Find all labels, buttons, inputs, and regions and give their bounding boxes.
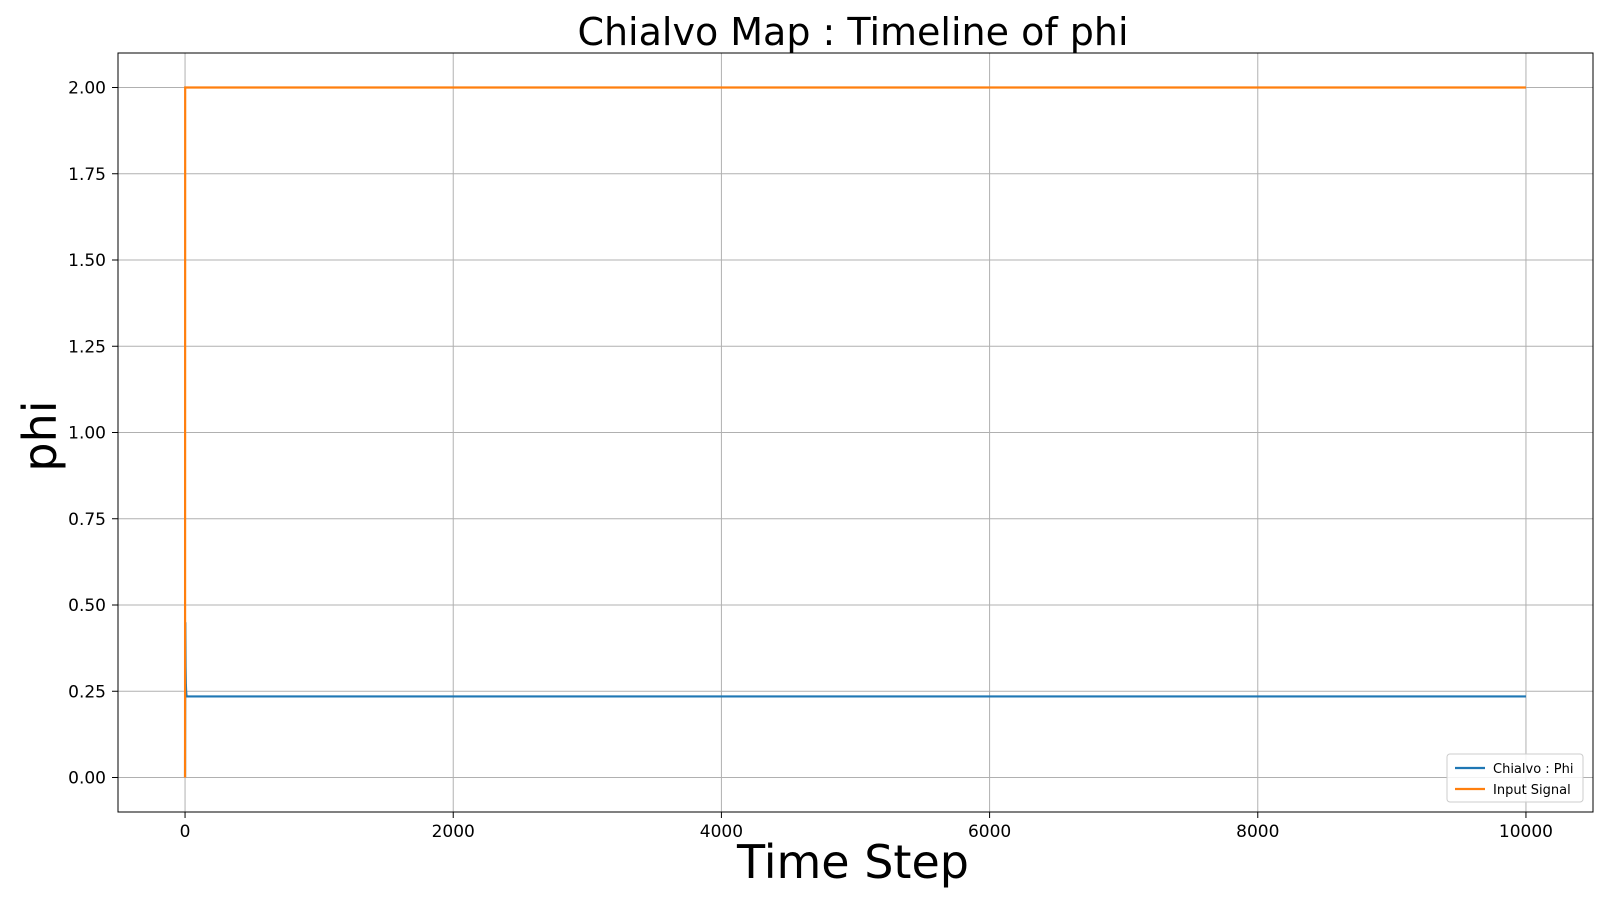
legend-label: Input Signal	[1493, 783, 1571, 798]
y-tick-label: 0.50	[68, 596, 106, 616]
chart-title: Chialvo Map : Timeline of phi	[577, 10, 1128, 54]
x-tick-label: 8000	[1236, 822, 1279, 842]
y-axis-label: phi	[13, 400, 67, 471]
y-tick-label: 1.00	[68, 424, 106, 444]
x-tick-label: 0	[180, 822, 191, 842]
y-tick-label: 1.25	[68, 337, 106, 357]
x-tick-label: 4000	[700, 822, 743, 842]
plot-series	[183, 86, 1526, 778]
x-axis-label: Time Step	[736, 835, 969, 889]
x-tick-label: 10000	[1499, 822, 1553, 842]
legend-label: Chialvo : Phi	[1493, 762, 1574, 777]
series-line-chialvo-phi	[183, 622, 1526, 778]
legend: Chialvo : Phi Input Signal	[1446, 753, 1584, 803]
y-axis: 0.00 0.25 0.50 0.75 1.00 1.25 1.50 1.75 2.00	[68, 79, 118, 789]
x-tick-label: 6000	[968, 822, 1011, 842]
y-tick-label: 2.00	[68, 79, 106, 99]
y-tick-label: 0.75	[68, 510, 106, 530]
grid	[118, 53, 1593, 812]
x-tick-label: 2000	[432, 822, 475, 842]
series-line-input-signal	[183, 86, 1526, 778]
y-tick-label: 1.50	[68, 251, 106, 271]
y-tick-label: 0.25	[68, 682, 106, 702]
x-axis: 0 2000 4000 6000 8000 10000	[180, 812, 1553, 842]
y-tick-label: 1.75	[68, 165, 106, 185]
y-tick-label: 0.00	[68, 769, 106, 789]
